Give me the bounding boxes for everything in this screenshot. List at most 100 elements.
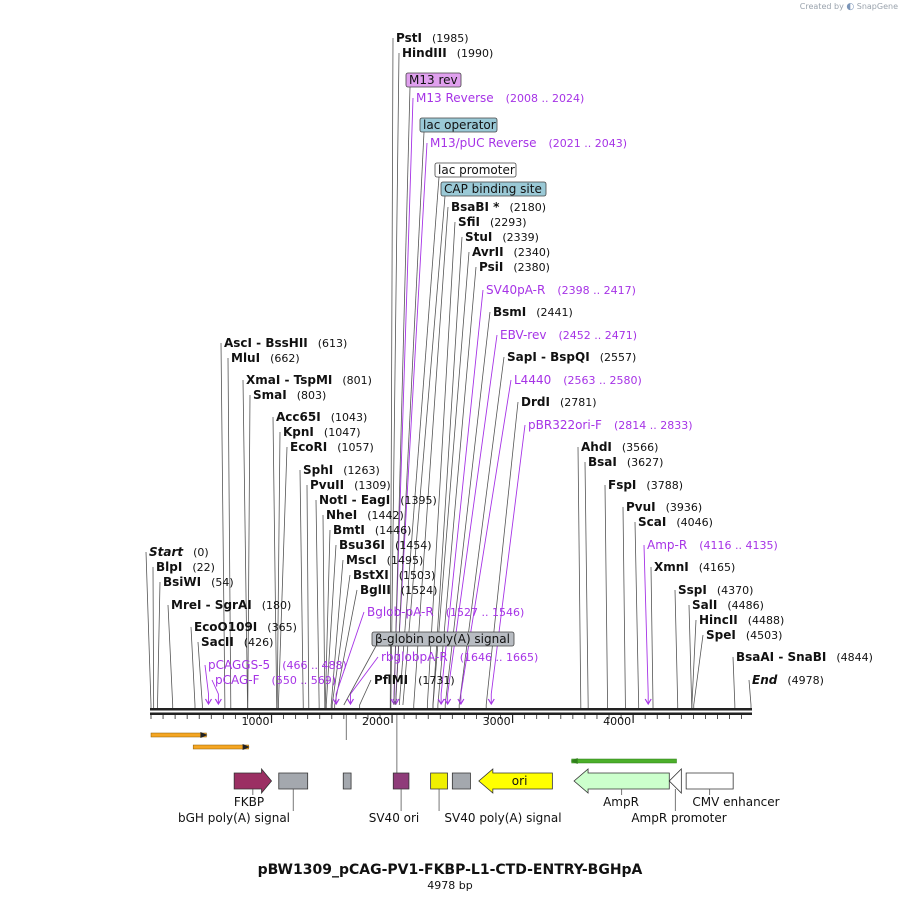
enzyme-fspi[interactable]: FspI [608, 478, 636, 492]
enzyme-mlui[interactable]: MluI [231, 351, 260, 365]
leader-drdi [485, 401, 519, 708]
enzyme-scai[interactable]: ScaI [638, 515, 666, 529]
enzyme-drdi[interactable]: DrdI [521, 395, 550, 409]
leader-nhei [322, 514, 326, 708]
enzyme-position-fspi: (3788) [646, 479, 683, 492]
leader-acc65i [272, 416, 278, 708]
enzyme-nhei[interactable]: NheI [326, 508, 357, 522]
feature-tag-label-lac-operator[interactable]: lac operator [423, 118, 496, 132]
feature-unnamed-5[interactable] [451, 772, 471, 790]
enzyme-avrii[interactable]: AvrII [472, 245, 504, 259]
enzyme-sacii[interactable]: SacII [201, 635, 234, 649]
enzyme-msci[interactable]: MscI [346, 553, 377, 567]
enzyme-hindiii[interactable]: HindIII [402, 46, 447, 60]
enzyme-asci-bsshii[interactable]: AscI - BssHII [224, 336, 308, 350]
feature-sv40-poly-a-signal[interactable]: SV40 poly(A) signal [430, 772, 562, 825]
enzyme-blpi[interactable]: BlpI [156, 560, 182, 574]
enzyme-noti-eagi[interactable]: NotI - EagI [319, 493, 390, 507]
primer-amp-r[interactable]: Amp-R [647, 538, 687, 552]
enzyme-stui[interactable]: StuI [465, 230, 492, 244]
leader-sspi [674, 589, 679, 708]
orf-1[interactable] [150, 732, 208, 738]
enzyme-sfii[interactable]: SfiI [458, 215, 480, 229]
primer-sv40pa-r[interactable]: SV40pA-R [486, 283, 545, 297]
enzyme-start[interactable]: Start [149, 545, 184, 559]
enzyme-sali[interactable]: SalI [692, 598, 717, 612]
feature-tag-label-lac-promoter[interactable]: lac promoter [438, 163, 515, 177]
orf-bar [150, 732, 207, 738]
feature-shape [573, 768, 670, 794]
feature-cmv-enhancer[interactable]: CMV enhancer [685, 772, 780, 809]
feature-tag-globin-poly-a-signal [371, 631, 515, 647]
feature-tag-m13-rev [405, 72, 462, 88]
orf-3[interactable] [570, 758, 677, 764]
primer-m13-reverse[interactable]: M13 Reverse [416, 91, 494, 105]
enzyme-bmti[interactable]: BmtI [333, 523, 365, 537]
feature-tag-label-globin-poly-a-signal[interactable]: β-globin poly(A) signal [375, 632, 510, 646]
orf-2[interactable] [192, 744, 250, 750]
enzyme-sapi-bspqi[interactable]: SapI - BspQI [507, 350, 590, 364]
feature-ori[interactable]: ori [478, 768, 553, 794]
enzyme-xmni[interactable]: XmnI [654, 560, 689, 574]
enzyme-acc65i[interactable]: Acc65I [276, 410, 321, 424]
feature-tag-label-cap-binding-site[interactable]: CAP binding site [444, 182, 542, 196]
enzyme-position-sali: (4486) [727, 599, 764, 612]
feature-tag-lac-promoter [434, 162, 517, 178]
primer-pcaggs-5[interactable]: pCAGGS-5 [208, 658, 270, 672]
feature-bgh-poly-a-signal[interactable]: bGH poly(A) signal [178, 772, 309, 825]
enzyme-smai[interactable]: SmaI [253, 388, 287, 402]
feature-unnamed-2[interactable] [342, 772, 352, 790]
enzyme-position-ahdi: (3566) [622, 441, 659, 454]
enzyme-bsabi[interactable]: BsaBI * [451, 200, 500, 214]
enzyme-psti[interactable]: PstI [396, 31, 422, 45]
enzyme-pvuii[interactable]: PvuII [310, 478, 344, 492]
enzyme-pflmi[interactable]: PflMI [374, 673, 408, 687]
enzyme-bsu36i[interactable]: Bsu36I [339, 538, 385, 552]
enzyme-bglii[interactable]: BglII [360, 583, 391, 597]
primer-leader-sv40pa-r [440, 289, 484, 704]
enzyme-end[interactable]: End [752, 673, 778, 687]
feature-ampr-promoter[interactable]: AmpR promoter [631, 768, 727, 825]
enzyme-ahdi[interactable]: AhdI [581, 440, 612, 454]
enzyme-pvui[interactable]: PvuI [626, 500, 656, 514]
enzyme-mrei-sgrai[interactable]: MreI - SgrAI [171, 598, 252, 612]
primer-rbglobpa-r[interactable]: rbglobpA-R [381, 650, 448, 664]
feature-shape [392, 772, 410, 790]
primer-ebv-rev[interactable]: EBV-rev [500, 328, 546, 342]
leader-blpi [152, 566, 155, 708]
primer-bglob-pa-r[interactable]: Bglob-pA-R [367, 605, 434, 619]
feature-label-fkbp: FKBP [234, 795, 264, 809]
enzyme-sspi[interactable]: SspI [678, 583, 707, 597]
enzyme-ecori[interactable]: EcoRI [290, 440, 327, 454]
enzyme-kpni[interactable]: KpnI [283, 425, 314, 439]
enzyme-position-acc65i: (1043) [331, 411, 368, 424]
feature-ampr[interactable]: AmpR [573, 768, 670, 809]
enzyme-ecoo109i[interactable]: EcoO109I [194, 620, 257, 634]
feature-fkbp[interactable]: FKBP [233, 767, 273, 809]
enzyme-bstxi[interactable]: BstXI [353, 568, 389, 582]
enzyme-bsiwi[interactable]: BsiWI [163, 575, 201, 589]
enzyme-bsai[interactable]: BsaI [588, 455, 617, 469]
created-by-text: Created by [799, 2, 844, 11]
leader-kpni [276, 431, 281, 708]
feature-tag-label-m13-rev[interactable]: M13 rev [409, 73, 458, 87]
primer-range-sv40pa-r: (2398 .. 2417) [557, 284, 636, 297]
feature-sv40-ori[interactable]: SV40 ori [369, 772, 420, 825]
primer-m13-puc-reverse[interactable]: M13/pUC Reverse [430, 136, 537, 150]
enzyme-xmai-tspmi[interactable]: XmaI - TspMI [246, 373, 332, 387]
feature-shape [451, 772, 471, 790]
enzyme-psii[interactable]: PsiI [479, 260, 503, 274]
leader-mrei-sgrai [167, 604, 174, 708]
enzyme-hincii[interactable]: HincII [699, 613, 738, 627]
tick-label-2000: 2000 [362, 715, 390, 728]
primer-l4440[interactable]: L4440 [514, 373, 551, 387]
enzyme-bsaai-snabi[interactable]: BsaAI - SnaBI [736, 650, 826, 664]
primer-pcag-f[interactable]: pCAG-F [215, 673, 260, 687]
enzyme-position-sphi: (1263) [343, 464, 380, 477]
enzyme-position-bsiwi: (54) [211, 576, 234, 589]
leader-bstxi [331, 574, 351, 708]
enzyme-sphi[interactable]: SphI [303, 463, 333, 477]
enzyme-spei[interactable]: SpeI [706, 628, 736, 642]
primer-pbr322ori-f[interactable]: pBR322ori-F [528, 418, 602, 432]
enzyme-bsmi[interactable]: BsmI [493, 305, 526, 319]
